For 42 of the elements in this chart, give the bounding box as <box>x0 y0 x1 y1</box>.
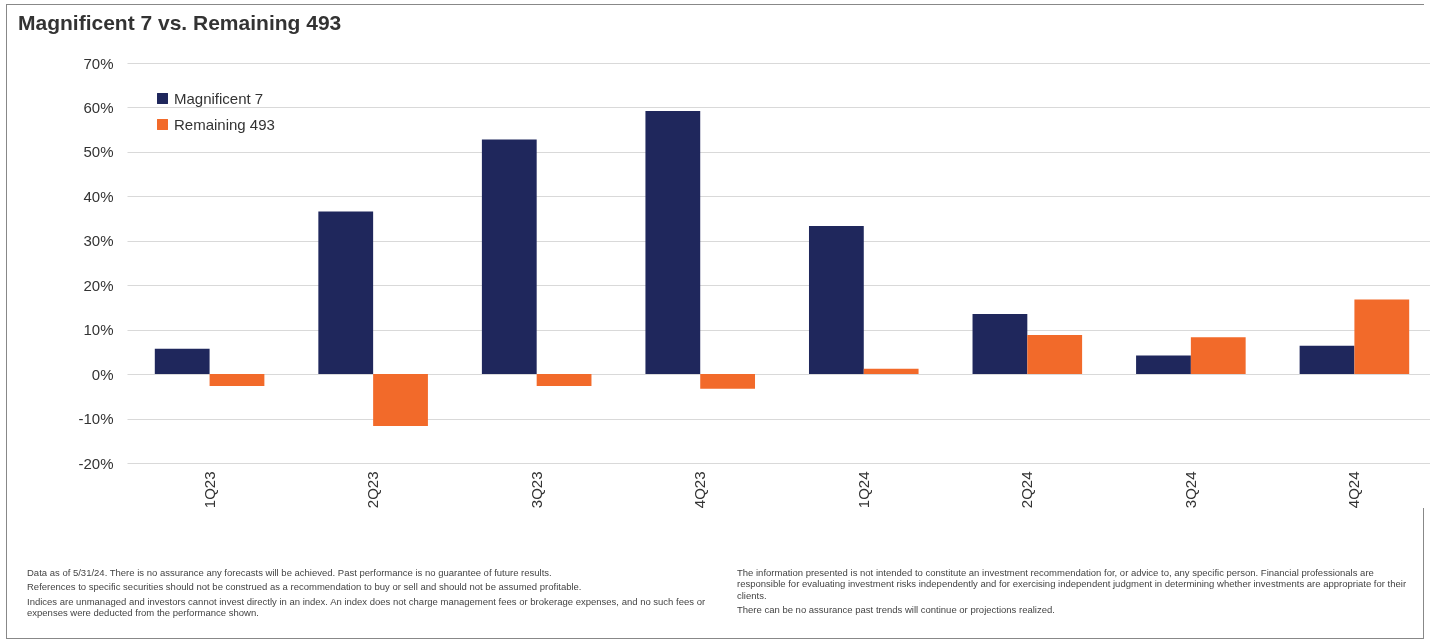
bar <box>700 374 756 389</box>
bar <box>318 211 374 375</box>
chart-title: Magnificent 7 vs. Remaining 493 <box>17 11 342 34</box>
y-tick-label: 30% <box>83 232 114 250</box>
bar <box>1190 337 1246 375</box>
bar <box>808 226 864 375</box>
x-tick-label: 3Q23 <box>527 471 545 509</box>
x-tick-label: 2Q23 <box>364 471 382 509</box>
text: The information presented is not intended to constitute an investment recommendation for, or advice to, any specific person. Financial professionals are responsible for evaluating investment risks independently and for exercising independent judgment in determining whether investments are appropriate for their clients. <box>737 567 1408 602</box>
legend-label: Remaining 493 <box>174 115 275 133</box>
x-tick-label: 3Q24 <box>1181 471 1199 509</box>
legend-label: Magnificent 7 <box>174 89 264 107</box>
x-tick-label: 1Q23 <box>200 471 218 509</box>
y-tick-label: 50% <box>83 143 114 161</box>
bar <box>373 374 428 427</box>
bar <box>536 374 592 387</box>
text: Indices are unmanaged and investors cannot invest directly in an index. An index does not charge management fees or brokerage expenses, and no such fees or expenses were deducted from the performance shown. <box>27 595 707 619</box>
bar <box>209 374 265 387</box>
text: Data as of 5/31/24. There is no assurance any forecasts will be achieved. Past performance is no guarantee of future results. <box>27 567 553 579</box>
text: References to specific securities should not be construed as a recommendation to buy or sell and should not be assumed profitable. <box>27 581 583 593</box>
y-tick-label: 60% <box>83 98 114 116</box>
bar <box>1299 345 1355 375</box>
bar <box>481 139 537 375</box>
x-tick-label: 4Q23 <box>691 471 709 509</box>
bar <box>154 348 210 375</box>
bar <box>1136 355 1191 375</box>
x-tick-label: 2Q24 <box>1018 471 1036 509</box>
y-tick-label: 40% <box>83 187 114 205</box>
y-tick-label: 10% <box>83 321 114 339</box>
bar <box>863 368 919 375</box>
y-tick-label: 0% <box>91 365 114 383</box>
bar <box>1354 299 1410 375</box>
x-tick-label: 4Q24 <box>1345 471 1363 509</box>
bar <box>1027 335 1083 375</box>
bar <box>972 314 1028 375</box>
y-tick-label: -20% <box>78 454 114 472</box>
bar <box>645 111 701 375</box>
y-tick-label: 70% <box>83 54 114 72</box>
y-tick-label: -10% <box>78 410 114 428</box>
text: There can be no assurance past trends will continue or projections realized. <box>737 604 1056 616</box>
y-tick-label: 20% <box>83 276 114 294</box>
x-tick-label: 1Q24 <box>854 471 872 509</box>
